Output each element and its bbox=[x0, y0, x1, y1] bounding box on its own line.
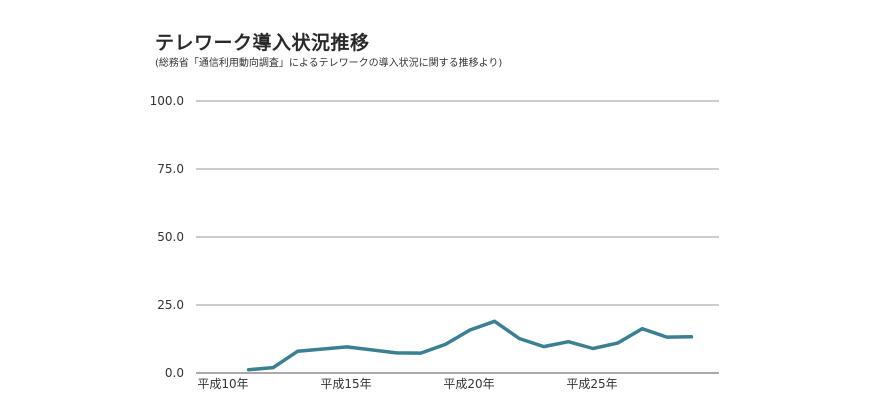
y-axis: 100.0 75.0 50.0 25.0 0.0 bbox=[150, 94, 184, 380]
data-point bbox=[247, 368, 251, 372]
x-tick-label: 平成10年 bbox=[197, 377, 248, 391]
series-group bbox=[246, 319, 694, 372]
data-point bbox=[419, 351, 423, 355]
data-point bbox=[271, 366, 275, 370]
y-tick-label: 100.0 bbox=[150, 94, 184, 108]
data-point bbox=[689, 335, 693, 339]
data-point bbox=[394, 351, 398, 355]
data-point bbox=[345, 345, 349, 349]
data-point bbox=[468, 328, 472, 332]
y-tick-label: 50.0 bbox=[157, 230, 184, 244]
x-axis: 平成10年 平成15年 平成20年 平成25年 bbox=[197, 377, 617, 391]
data-point bbox=[443, 342, 447, 346]
y-tick-label: 75.0 bbox=[157, 162, 184, 176]
data-point bbox=[296, 349, 300, 353]
grid-lines bbox=[196, 100, 719, 374]
data-point bbox=[616, 341, 620, 345]
data-point bbox=[517, 336, 521, 340]
chart-title: テレワーク導入状況推移 bbox=[155, 32, 370, 54]
data-point bbox=[591, 347, 595, 351]
data-point bbox=[566, 340, 570, 344]
x-tick-label: 平成25年 bbox=[566, 377, 617, 391]
y-tick-label: 25.0 bbox=[157, 298, 184, 312]
x-tick-label: 平成20年 bbox=[443, 377, 494, 391]
data-point bbox=[640, 327, 644, 331]
y-tick-label: 0.0 bbox=[165, 366, 184, 380]
x-tick-label: 平成15年 bbox=[320, 377, 371, 391]
data-point bbox=[542, 345, 546, 349]
data-point bbox=[493, 319, 497, 323]
chart-subtitle: (総務省「通信利用動向調査」によるテレワークの導入状況に関する推移より) bbox=[155, 58, 503, 69]
data-point bbox=[665, 335, 669, 339]
